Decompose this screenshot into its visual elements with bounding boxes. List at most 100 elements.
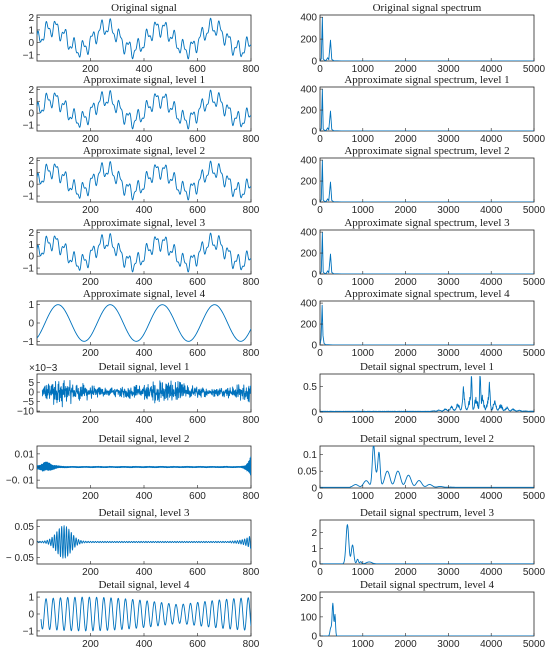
panel-title: Approximate signal spectrum, level 1 [344, 74, 509, 86]
x-tick-label: 5000 [523, 415, 546, 426]
x-tick-label: 5000 [523, 205, 546, 216]
y-tick-label: 2 [28, 156, 34, 167]
plot-frame [36, 14, 252, 62]
x-tick-label: 0 [317, 277, 323, 288]
panel-sig8: Detail signal, level 4 200 400 600 800 1 0 −1 [23, 579, 260, 650]
x-tick-label: 600 [189, 415, 206, 426]
x-tick-label: 0 [317, 567, 323, 578]
series-line [37, 456, 251, 476]
y-tick-label: 400 [300, 85, 317, 96]
panel-sig3: Approximate signal, level 3 200 400 600 800 2… [23, 217, 260, 288]
x-tick-label: 1000 [352, 277, 375, 288]
y-tick-label: 1 [311, 544, 317, 555]
x-tick-label: 800 [243, 567, 260, 578]
y-tick-label: 0.01 [15, 449, 35, 460]
y-tick-label: 0.05 [15, 522, 35, 533]
plot-frame [319, 229, 535, 275]
x-tick-label: 400 [136, 348, 153, 359]
series-line [37, 304, 251, 342]
x-tick-label: 4000 [480, 64, 503, 75]
x-tick-label: 2000 [394, 348, 417, 359]
x-tick-label: 600 [189, 567, 206, 578]
x-tick-label: 0 [317, 205, 323, 216]
y-tick-label: −5 [23, 397, 35, 408]
panel-title: Approximate signal spectrum, level 2 [344, 145, 509, 157]
y-tick-label: 100 [300, 612, 317, 623]
series-line [320, 446, 534, 488]
panel-title: Approximate signal, level 2 [83, 145, 205, 157]
series-line [320, 524, 534, 564]
plot-frame [319, 300, 535, 346]
x-tick-label: 400 [136, 415, 153, 426]
x-tick-label: 2000 [394, 415, 417, 426]
x-tick-label: 5000 [523, 348, 546, 359]
series-line [37, 525, 251, 559]
y-tick-label: 0 [28, 109, 34, 120]
panel-title: Detail signal, level 1 [98, 361, 189, 373]
y-tick-label: 400 [300, 299, 317, 310]
plot-frame [36, 157, 252, 203]
x-tick-label: 5000 [523, 134, 546, 145]
x-tick-label: 4000 [480, 205, 503, 216]
panel-sig4: Approximate signal, level 4 200 400 600 800 1… [23, 288, 260, 359]
y-tick-label: 2 [28, 85, 34, 96]
x-tick-label: 200 [82, 348, 99, 359]
y-tick-label: 0 [311, 198, 317, 209]
y-tick-label: −1 [23, 626, 35, 637]
series-line [320, 602, 534, 636]
x-tick-label: 4000 [480, 277, 503, 288]
x-tick-label: 800 [243, 205, 260, 216]
x-tick-label: 200 [82, 415, 99, 426]
x-tick-label: 600 [189, 277, 206, 288]
y-tick-label: 200 [300, 35, 317, 46]
y-tick-label: −1 [23, 192, 35, 203]
x-tick-label: 800 [243, 348, 260, 359]
x-tick-label: 5000 [523, 639, 546, 650]
panel-sig0: Original signal 200 400 600 800 21 0−1 [23, 2, 260, 75]
plot-frame [319, 519, 535, 565]
y-tick-label: 200 [300, 593, 317, 604]
y-tick-label: 0 [311, 127, 317, 138]
y-tick-label: 200 [300, 320, 317, 331]
y-tick-label: 200 [300, 106, 317, 117]
x-tick-label: 3000 [437, 415, 460, 426]
y-tick-label: 0 [28, 180, 34, 191]
x-tick-label: 200 [82, 134, 99, 145]
plot-frame [36, 86, 252, 132]
y-tick-label: 0.05 [298, 467, 318, 478]
y-tick-label: 400 [300, 156, 317, 167]
y-tick-label: 0 [28, 388, 34, 399]
x-tick-label: 0 [317, 348, 323, 359]
y-tick-label: 2 [311, 528, 317, 539]
x-tick-label: 3000 [437, 64, 460, 75]
y-tick-label: 0.1 [303, 450, 317, 461]
x-tick-label: 3000 [437, 639, 460, 650]
y-tick-label: 5 [28, 378, 34, 389]
plot-frame [319, 591, 535, 637]
x-tick-label: 4000 [480, 134, 503, 145]
panel-spec6: Detail signal spectrum, level 2 0 1000 2000… [298, 433, 546, 502]
y-exponent-label: ×10−3 [29, 363, 58, 374]
panel-title: Original signal [111, 2, 177, 14]
x-tick-label: 5000 [523, 491, 546, 502]
panel-title: Detail signal, level 3 [98, 507, 190, 519]
panel-spec4: Approximate signal spectrum, level 4 0 100… [300, 288, 545, 359]
x-tick-label: 200 [82, 491, 99, 502]
x-tick-label: 600 [189, 348, 206, 359]
x-tick-label: 600 [189, 64, 206, 75]
panel-spec3: Approximate signal spectrum, level 3 0 100… [300, 217, 545, 288]
panel-spec1: Approximate signal spectrum, level 1 0 100… [300, 74, 545, 145]
x-tick-label: 4000 [480, 567, 503, 578]
plot-frame [319, 86, 535, 132]
x-tick-label: 0 [317, 134, 323, 145]
x-tick-label: 600 [189, 491, 206, 502]
y-tick-label: 200 [300, 249, 317, 260]
x-tick-label: 1000 [352, 64, 375, 75]
x-tick-label: 4000 [480, 415, 503, 426]
y-tick-label: 2 [28, 228, 34, 239]
x-tick-label: 2000 [394, 277, 417, 288]
y-tick-label: 1 [28, 240, 34, 251]
x-tick-label: 5000 [523, 64, 546, 75]
x-tick-label: 4000 [480, 348, 503, 359]
plot-frame [36, 229, 252, 275]
